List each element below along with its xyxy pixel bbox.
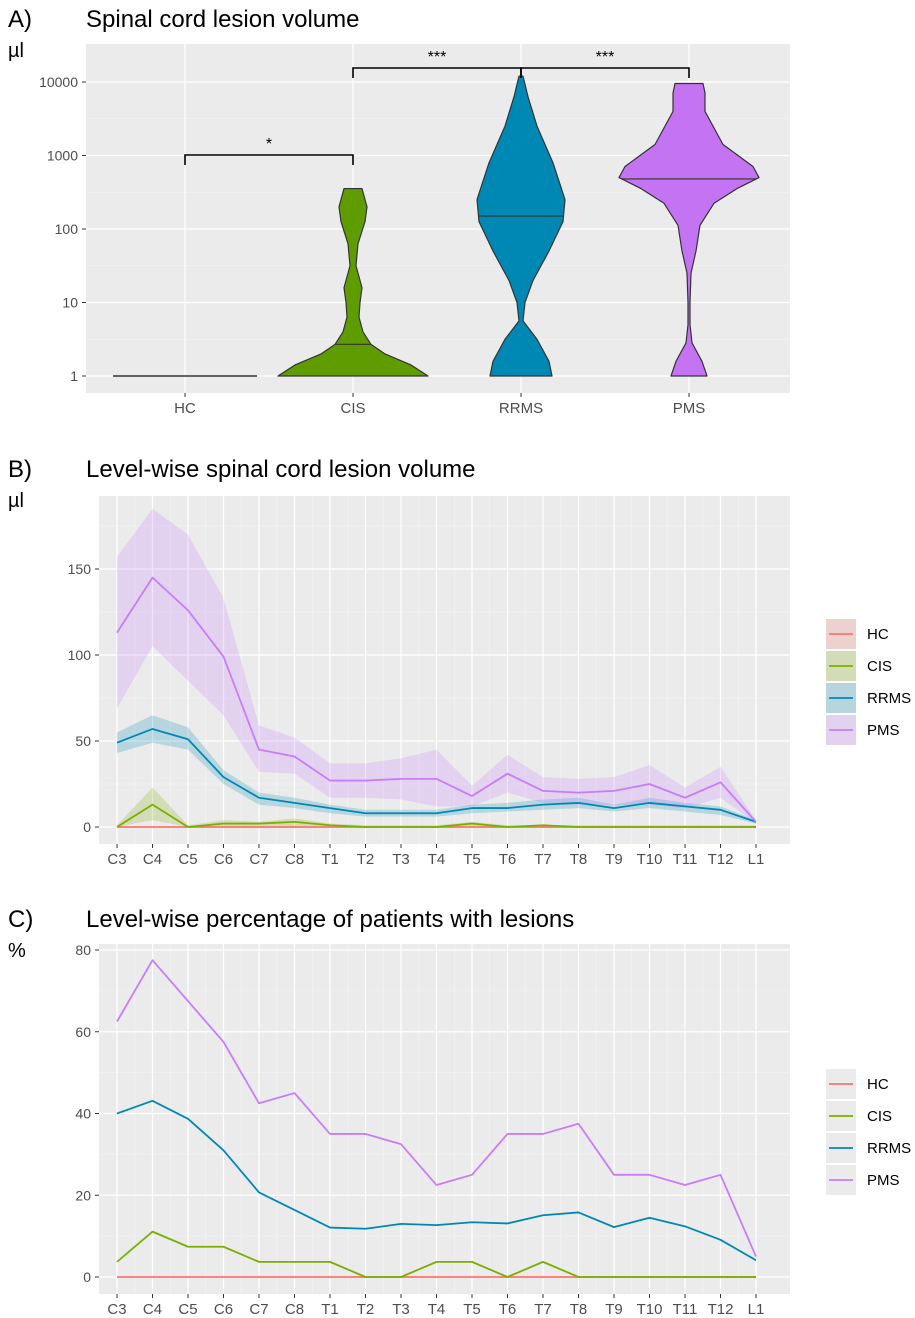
panel-b-y-tick-label: 50	[75, 733, 91, 749]
panel-a-y-tick-label: 1000	[47, 148, 78, 164]
significance-label: ***	[596, 49, 615, 66]
panel-c-x-tick-label: T6	[499, 1301, 517, 1318]
panel-a-x-tick-label: CIS	[340, 400, 365, 417]
violin-cis	[277, 187, 429, 377]
panel-b-y-tick-label: 100	[68, 647, 92, 663]
panel-c-background	[99, 944, 790, 1294]
panel-c-x-tick-label: C7	[249, 1301, 268, 1318]
panel-b-x-tick-label: C6	[214, 851, 233, 868]
panel-b-x-tick-label: T2	[357, 851, 375, 868]
panel-b-x-tick-label: C5	[178, 851, 197, 868]
panel-b-background	[99, 496, 790, 844]
panel-b-legend-label-rrms: RRMS	[867, 690, 911, 707]
panel-b-x-tick-label: T11	[673, 851, 698, 868]
panel-a-x-tick-label: RRMS	[499, 400, 543, 417]
panel-b-x-tick-label: C3	[107, 851, 126, 868]
panel-b-ribbon-pms	[117, 508, 756, 824]
panel-c-ylabel: %	[8, 940, 26, 962]
panel-b-legend-label-cis: CIS	[867, 658, 892, 675]
panel-c-y-tick-label: 40	[75, 1106, 91, 1122]
panel-a-y-tick-label: 10000	[39, 74, 78, 90]
panel-b-x-tick-label: T7	[534, 851, 552, 868]
panel-c-y-tick-label: 60	[75, 1024, 91, 1040]
panel-b-title: Level-wise spinal cord lesion volume	[86, 456, 476, 483]
panel-b-y-tick-label: 0	[83, 819, 91, 835]
panel-c-x-tick-label: T3	[392, 1301, 410, 1318]
panel-b-x-tick-label: T8	[570, 851, 588, 868]
panel-c-x-tick-label: T4	[428, 1301, 446, 1318]
panel-a-ylabel: µl	[8, 40, 24, 62]
panel-b-x-tick-label: T12	[708, 851, 734, 868]
violin-pms	[618, 82, 760, 377]
panel-b-legend-label-pms: PMS	[867, 722, 900, 739]
panel-a-x-tick-label: HC	[174, 400, 196, 417]
panel-b-ylabel: µl	[8, 490, 24, 512]
significance-label: *	[266, 136, 272, 153]
significance-label: ***	[428, 49, 447, 66]
panel-b-x-tick-label: C8	[285, 851, 304, 868]
panel-c-legend-label-pms: PMS	[867, 1172, 900, 1189]
panel-a-y-tick-label: 100	[55, 221, 79, 237]
panel-b-x-tick-label: T4	[428, 851, 446, 868]
panel-c-x-tick-label: T12	[708, 1301, 734, 1318]
panel-c-x-tick-label: C6	[214, 1301, 233, 1318]
panel-b-x-tick-label: T3	[392, 851, 410, 868]
panel-b-y-tick-label: 150	[68, 561, 92, 577]
panel-c-x-tick-label: C5	[178, 1301, 197, 1318]
panel-c-y-tick-label: 80	[75, 942, 91, 958]
panel-c-x-tick-label: C4	[143, 1301, 162, 1318]
panel-b-x-tick-label: T1	[321, 851, 339, 868]
panel-b-x-tick-label: T9	[605, 851, 623, 868]
panel-c-letter: C)	[8, 906, 34, 933]
panel-a-x-tick-label: PMS	[673, 400, 706, 417]
panel-c-x-tick-label: T9	[605, 1301, 623, 1318]
panel-b-legend-label-hc: HC	[867, 626, 889, 643]
panel-b-letter: B)	[8, 456, 32, 483]
panel-c-x-tick-label: C8	[285, 1301, 304, 1318]
panel-a-y-tick-label: 10	[62, 295, 78, 311]
panel-c-legend-label-rrms: RRMS	[867, 1140, 911, 1157]
panel-b-x-tick-label: C4	[143, 851, 162, 868]
panel-c-x-tick-label: T1	[321, 1301, 339, 1318]
panel-a-letter: A)	[8, 6, 32, 33]
panel-c-x-tick-label: T11	[673, 1301, 698, 1318]
panel-c-x-tick-label: L1	[748, 1301, 765, 1318]
violin-rrms	[476, 75, 566, 377]
panel-c-x-tick-label: C3	[107, 1301, 126, 1318]
panel-c-title: Level-wise percentage of patients with l…	[86, 906, 575, 933]
panel-b-x-tick-label: T6	[499, 851, 517, 868]
panel-c-y-tick-label: 20	[75, 1187, 91, 1203]
panel-a-y-tick-label: 1	[70, 368, 78, 384]
panel-b-x-tick-label: T5	[463, 851, 481, 868]
panel-c-y-tick-label: 0	[83, 1269, 91, 1285]
panel-c-legend-label-hc: HC	[867, 1076, 889, 1093]
panel-c-x-tick-label: T8	[570, 1301, 588, 1318]
panel-c-x-tick-label: T5	[463, 1301, 481, 1318]
panel-b-x-tick-label: L1	[748, 851, 765, 868]
panel-a-title: Spinal cord lesion volume	[86, 6, 360, 33]
panel-b-x-tick-label: C7	[249, 851, 268, 868]
panel-c-x-tick-label: T2	[357, 1301, 375, 1318]
panel-b-ribbon-rrms	[117, 715, 756, 824]
panel-b-x-tick-label: T10	[637, 851, 663, 868]
significance-bracket	[184, 154, 354, 165]
panel-c-legend-label-cis: CIS	[867, 1108, 892, 1125]
panel-c-x-tick-label: T10	[637, 1301, 663, 1318]
panel-c-x-tick-label: T7	[534, 1301, 552, 1318]
significance-bracket	[520, 67, 690, 78]
